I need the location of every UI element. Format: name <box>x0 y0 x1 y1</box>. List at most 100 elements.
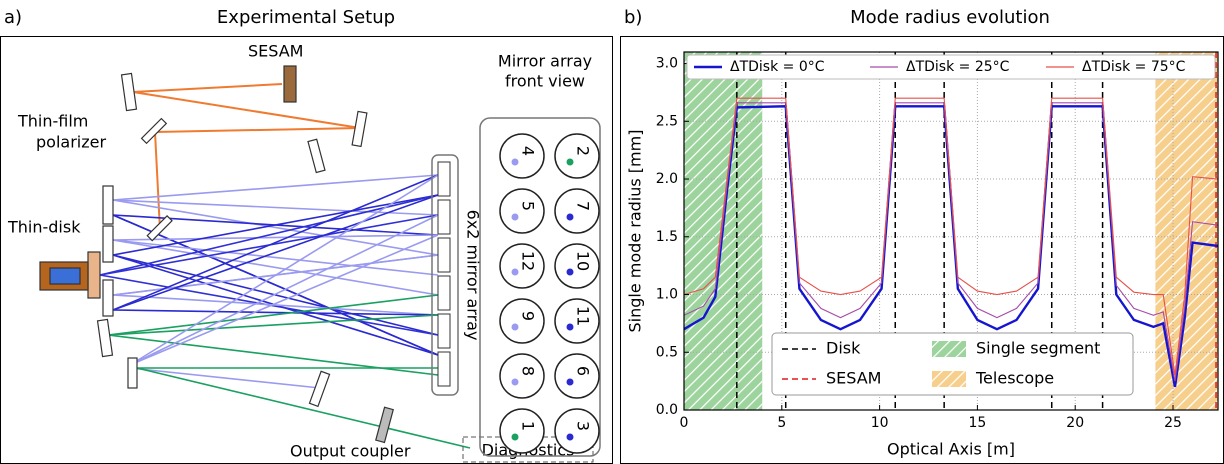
chart-title: Mode radius evolution <box>850 7 1050 28</box>
panel-label: a) <box>4 7 22 28</box>
legend: ΔTDisk = 0°C ΔTDisk = 25°C ΔTDisk = 75°C <box>686 54 1216 80</box>
mirror <box>102 225 114 263</box>
plot-frame <box>683 51 1219 411</box>
output-coupler <box>375 406 394 444</box>
mirror-circle <box>554 353 600 399</box>
beam <box>132 91 361 129</box>
polarizer-label: Thin-film <box>17 112 88 131</box>
x-tick-label: 25 <box>1164 415 1182 431</box>
mirror-dot <box>511 323 519 331</box>
beam <box>112 294 439 316</box>
beam <box>112 194 439 311</box>
polarizer <box>146 215 173 242</box>
beam <box>112 199 439 256</box>
mirror-circle <box>499 188 545 234</box>
series-line <box>684 97 1218 376</box>
chart-panel: b) Mode radius evolution Optical Axis [m… <box>620 7 1224 464</box>
series-line <box>684 102 1218 382</box>
y-tick-label: 0.0 <box>656 402 678 418</box>
beam <box>112 174 439 311</box>
mirror-number: 5 <box>519 201 538 211</box>
x-tick-label: 0 <box>680 415 689 431</box>
beam <box>112 174 439 201</box>
mirror-number: 6 <box>574 366 593 376</box>
mirror-number: 7 <box>574 201 593 211</box>
array-mirror <box>437 199 451 235</box>
mirror-dot <box>566 213 574 221</box>
mirror-number: 11 <box>574 306 593 326</box>
legend-label: Single segment <box>976 339 1100 358</box>
y-tick-label: 1.0 <box>656 287 678 303</box>
mirror-number: 3 <box>574 421 593 431</box>
mirror-dot <box>511 158 519 166</box>
setup-panel: a) Experimental Setup SESAM Thin-film <box>0 7 613 464</box>
legend-box <box>686 54 1216 80</box>
legend-box <box>771 332 1134 396</box>
beam <box>112 309 439 316</box>
beam <box>112 199 439 216</box>
beam <box>129 367 321 389</box>
mirror-array-label: 6x2 mirror array <box>464 210 483 341</box>
beam <box>112 194 439 256</box>
mirror-dot <box>511 378 519 386</box>
beam <box>132 83 283 93</box>
mirror-number: 12 <box>519 251 538 271</box>
mirror-number: 2 <box>574 146 593 156</box>
legend-hatch <box>932 371 966 387</box>
beam <box>112 234 439 241</box>
sesam-mirror <box>283 65 297 103</box>
x-tick-label: 15 <box>968 415 986 431</box>
mirror-circle <box>554 133 600 179</box>
beam <box>136 367 471 449</box>
mirror-dot <box>511 268 519 276</box>
beam <box>154 127 361 133</box>
mirror-dot <box>566 433 574 441</box>
legend-label: ΔTDisk = 25°C <box>906 59 1010 75</box>
mirror-number: 10 <box>574 251 593 271</box>
mirror-circle <box>499 353 545 399</box>
mirror-circle <box>554 243 600 289</box>
mirror <box>308 370 331 408</box>
series-line <box>684 105 1218 388</box>
mirror-circle <box>499 408 545 454</box>
legend: Disk SESAM Single segment Telescope <box>771 332 1134 396</box>
x-axis-label: Optical Axis [m] <box>887 440 1015 459</box>
mirrors <box>39 65 394 444</box>
beam <box>107 294 439 336</box>
beam <box>112 239 439 296</box>
beam <box>99 194 439 276</box>
polarizer-label: polarizer <box>36 133 106 152</box>
mirror-circle <box>554 188 600 234</box>
beams <box>99 83 471 449</box>
mirror-dot <box>566 378 574 386</box>
region-hatch <box>1155 52 1218 410</box>
y-tick-label: 3.0 <box>656 56 678 72</box>
mirror-dot <box>511 433 519 441</box>
y-tick-label: 1.5 <box>656 229 678 245</box>
array-mirror <box>437 313 451 349</box>
mirror-dot <box>566 323 574 331</box>
legend-label: ΔTDisk = 0°C <box>730 59 825 75</box>
y-tick-label: 2.0 <box>656 171 678 187</box>
front-view: 4 2 5 7 12 10 9 11 8 6 1 3 <box>499 133 600 454</box>
mirror-dot <box>511 213 519 221</box>
mirror-circle <box>499 243 545 289</box>
y-tick-label: 2.5 <box>656 113 678 129</box>
x-tick-label: 10 <box>871 415 889 431</box>
front-view-label: Mirror array <box>498 52 592 71</box>
sesam-label: SESAM <box>248 42 303 61</box>
front-view-box <box>479 117 601 457</box>
array-mirrors <box>437 161 451 387</box>
beam <box>129 214 439 366</box>
mirror <box>351 110 368 148</box>
mirror-number: 1 <box>519 421 538 431</box>
output-coupler-label: Output coupler <box>290 442 411 461</box>
array-mirror <box>437 237 451 273</box>
beam <box>154 131 161 231</box>
legend-label: ΔTDisk = 75°C <box>1082 59 1186 75</box>
beam <box>112 214 439 356</box>
mirror <box>102 279 114 317</box>
legend-label: Disk <box>826 339 861 358</box>
mirror-circle <box>499 133 545 179</box>
